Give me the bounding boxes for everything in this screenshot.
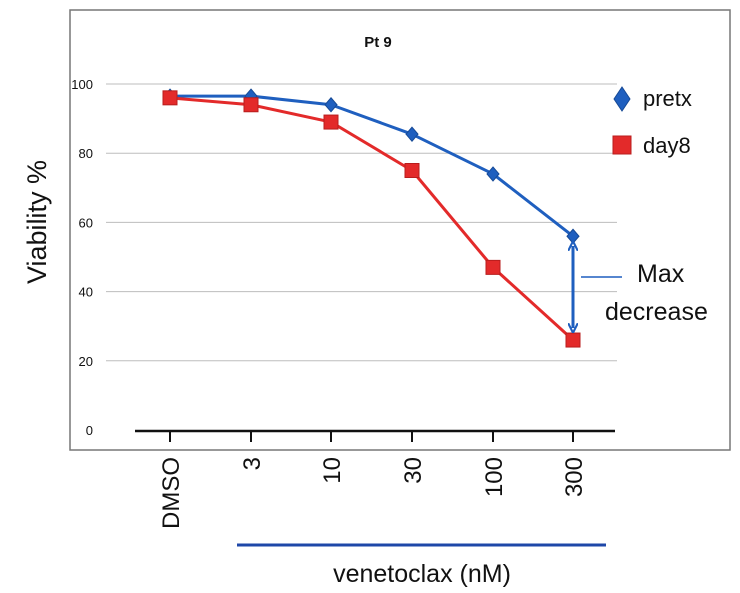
y-tick-label: 0: [86, 423, 93, 438]
data-point-pretx: [324, 96, 338, 113]
data-point-pretx: [405, 126, 419, 142]
annotation-text-max: Max: [637, 260, 685, 288]
series-line-day8: [169, 96, 575, 342]
legend-marker-day8: [612, 135, 632, 155]
annotation-text-decrease: decrease: [605, 298, 708, 326]
chart-title: Pt 9: [364, 34, 392, 51]
data-point-day8: [243, 97, 259, 113]
y-tick-label: 60: [79, 215, 93, 230]
data-point-pretx: [486, 166, 500, 182]
legend: pretx day8: [612, 86, 692, 158]
x-tick-marks: [169, 431, 574, 442]
grid-lines: [106, 83, 617, 362]
chart-frame: [69, 9, 731, 451]
y-axis-label: Viability %: [22, 160, 52, 284]
data-point-day8: [485, 259, 501, 275]
data-point-day8: [404, 163, 420, 178]
data-point-day8: [565, 332, 581, 348]
data-point-day8: [323, 114, 339, 130]
y-tick-label: 100: [71, 77, 93, 92]
category-label: 3: [239, 457, 266, 470]
data-point-day8: [162, 90, 178, 106]
y-tick-label: 80: [79, 146, 93, 161]
y-tick-label: 40: [79, 285, 93, 300]
category-label: 10: [319, 457, 346, 484]
category-label: 30: [400, 457, 427, 484]
x-axis-label: venetoclax (nM): [333, 560, 511, 588]
legend-label-day8: day8: [643, 133, 691, 158]
category-label: 300: [561, 457, 588, 497]
category-labels: DMSO 3 10 30 100 300: [158, 457, 588, 529]
series-group: [162, 88, 581, 348]
legend-label-pretx: pretx: [643, 86, 692, 111]
y-tick-label: 20: [79, 354, 93, 369]
category-label: 100: [481, 457, 508, 497]
y-tick-labels: 0 20 40 60 80 100: [71, 77, 93, 438]
series-line-pretx: [170, 94, 574, 238]
legend-marker-pretx: [613, 86, 631, 112]
category-label: DMSO: [158, 457, 185, 529]
